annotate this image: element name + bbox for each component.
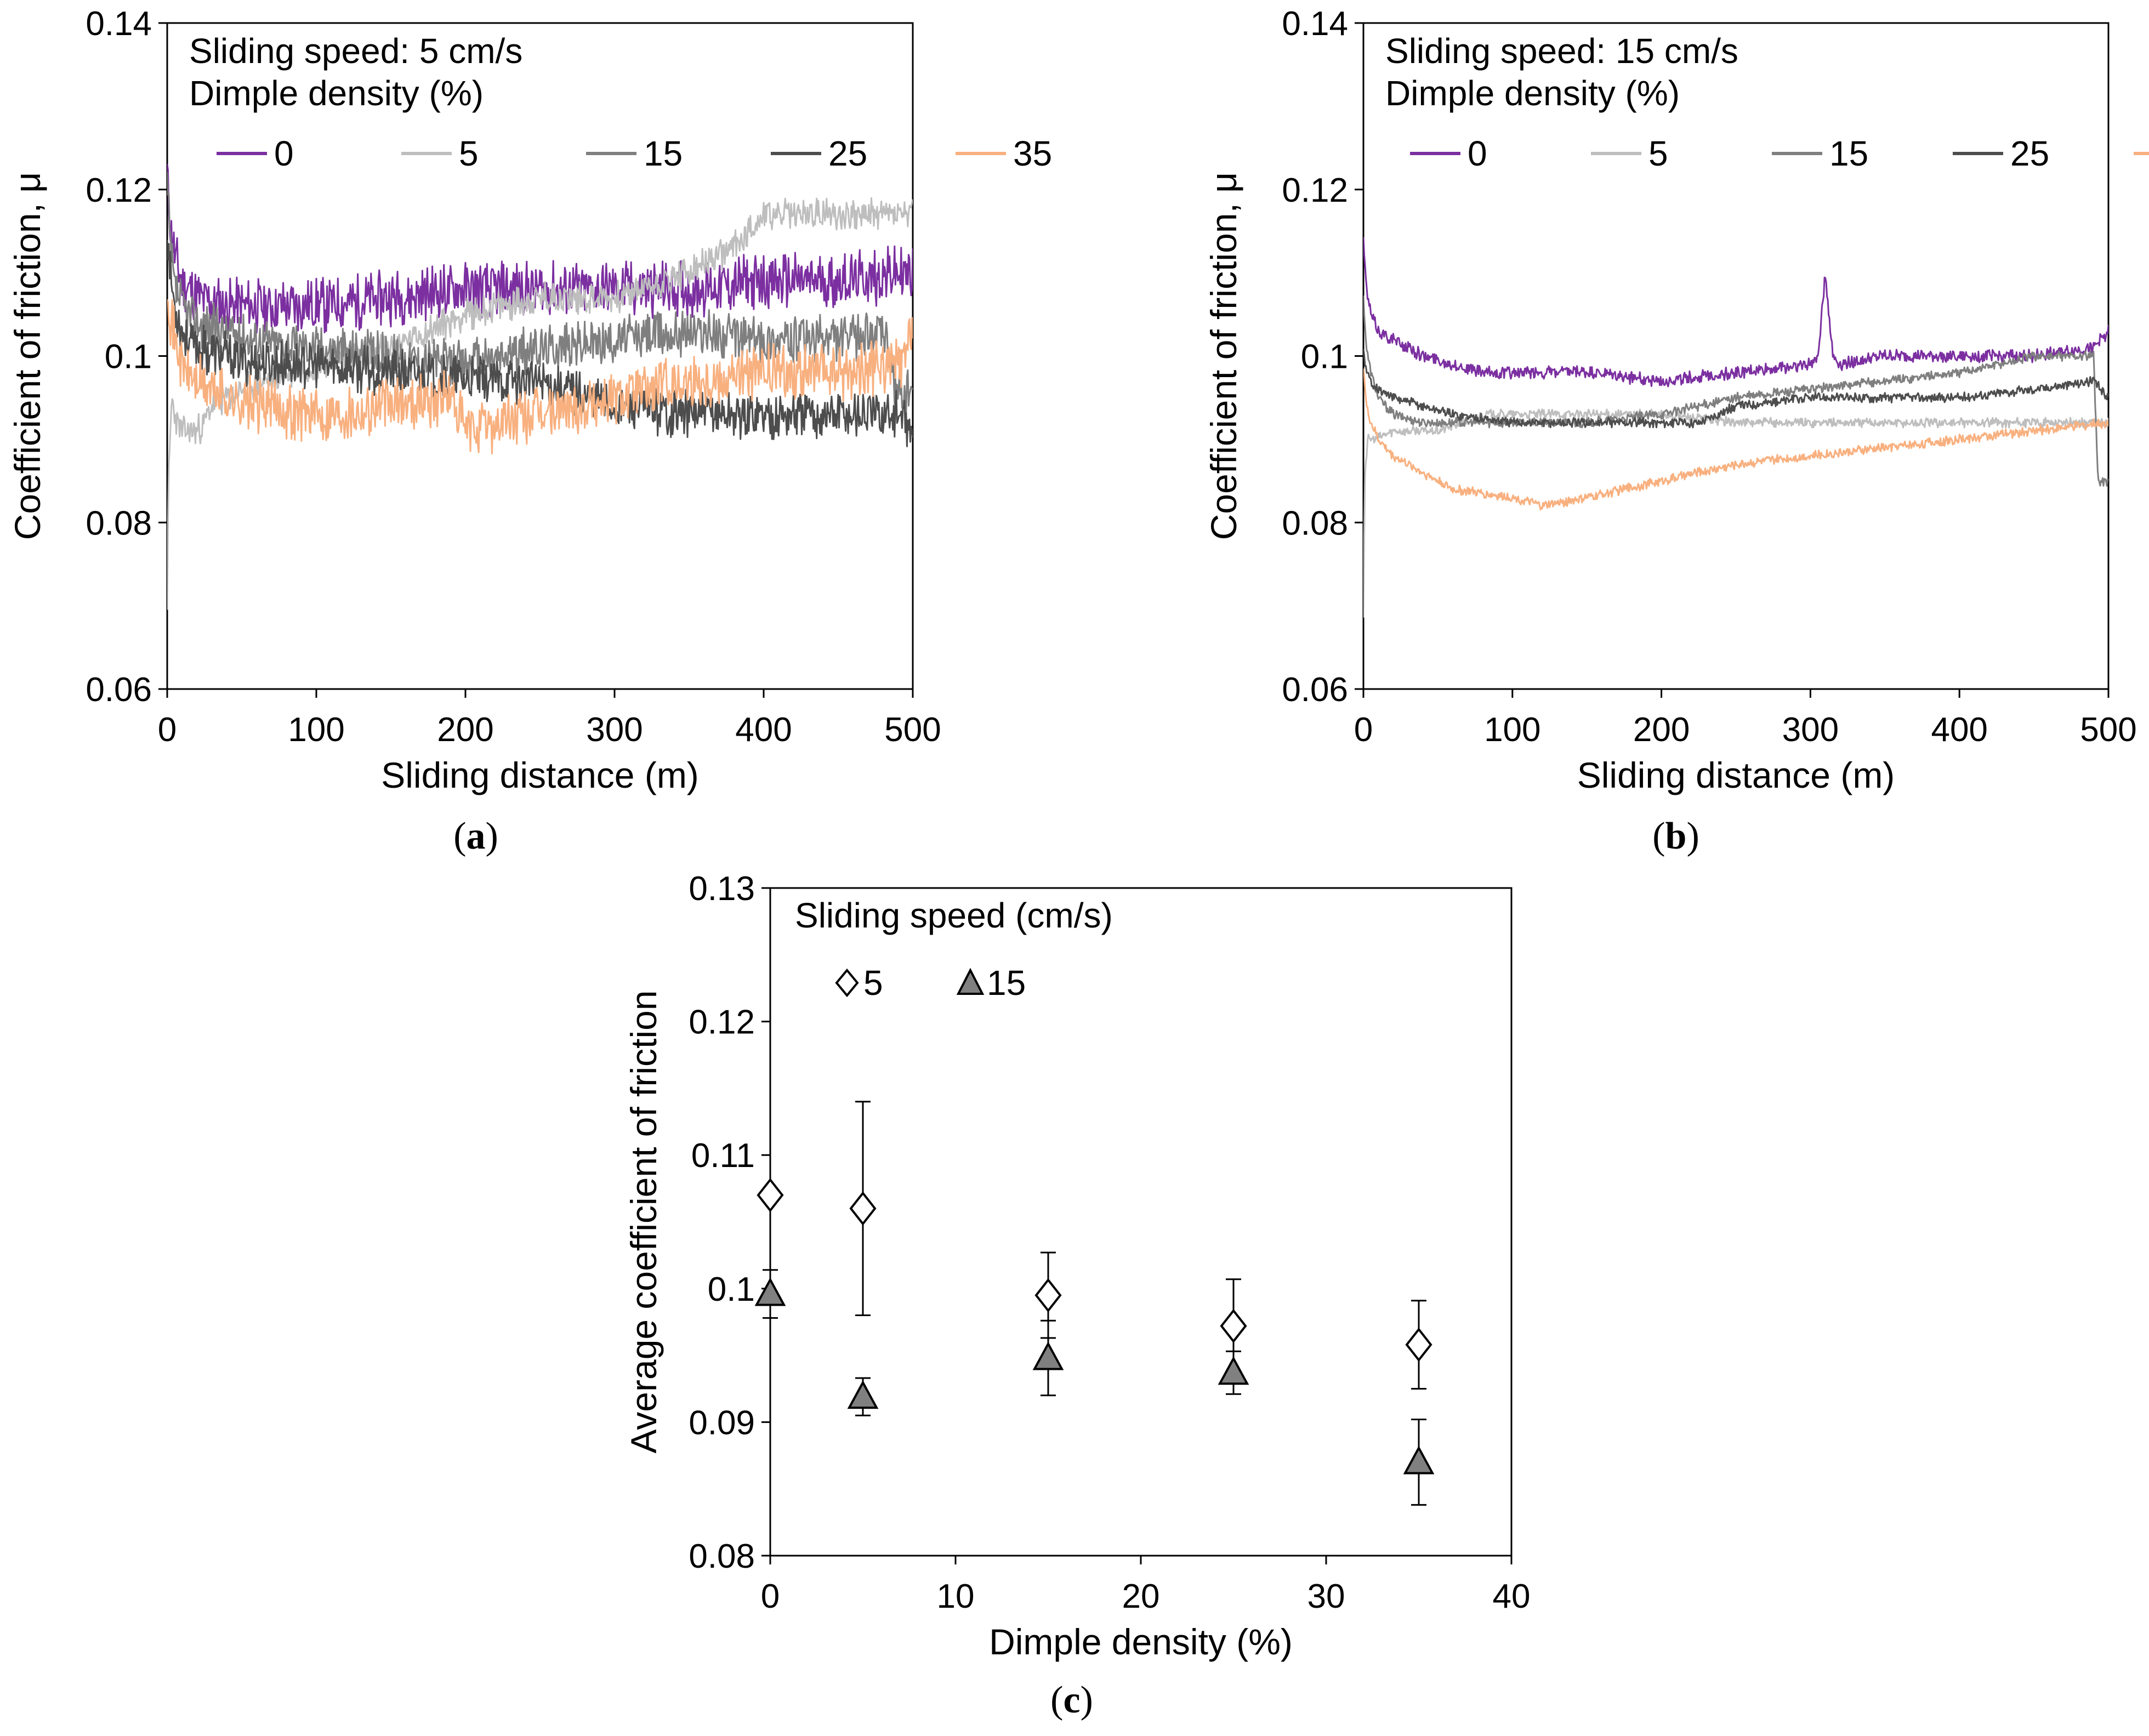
caption-letter: a xyxy=(467,815,486,857)
y-tick-label: 0.12 xyxy=(86,172,152,209)
legend-label-15: 15 xyxy=(644,134,683,173)
legend-label-15: 15 xyxy=(1829,134,1868,173)
x-tick-label: 30 xyxy=(1307,1578,1345,1615)
data-point-triangle xyxy=(1032,1341,1064,1370)
y-tick-label: 0.1 xyxy=(1301,338,1348,376)
series-line-5 xyxy=(167,197,913,610)
legend-label-0: 0 xyxy=(274,134,294,173)
series-line-25 xyxy=(167,240,913,447)
chart-b: 0.06 0.08 0.1 0.12 0.14 0 100 200 300 400 500 Slidi… xyxy=(1203,5,2149,857)
x-tick-label: 0 xyxy=(1354,711,1373,749)
x-tick-label: 300 xyxy=(1782,711,1839,749)
x-tick-label: 40 xyxy=(1493,1578,1531,1615)
y-tick-label: 0.14 xyxy=(1282,5,1348,43)
y-tick-label: 0.14 xyxy=(86,5,152,43)
series-line-35 xyxy=(167,299,913,455)
legend-marker-diamond xyxy=(835,968,859,998)
x-tick-label: 200 xyxy=(1633,711,1690,749)
x-tick-label: 500 xyxy=(2080,711,2136,749)
annotation-line: Sliding speed: 5 cm/s xyxy=(189,31,522,71)
x-axis-label: Dimple density (%) xyxy=(989,1621,1293,1662)
y-tick-label: 0.12 xyxy=(1282,172,1348,209)
y-tick-label: 0.09 xyxy=(689,1404,755,1442)
annotation-line: Sliding speed: 15 cm/s xyxy=(1385,31,1738,71)
data-point-triangle xyxy=(754,1277,786,1306)
panel-caption: (a) xyxy=(453,815,498,857)
x-tick-label: 100 xyxy=(1484,711,1540,749)
data-point-diamond xyxy=(1405,1327,1432,1362)
y-tick-label: 0.11 xyxy=(691,1137,755,1175)
legend-label-25: 25 xyxy=(828,134,867,173)
data-point-diamond xyxy=(757,1178,784,1213)
y-tick-label: 0.1 xyxy=(105,338,152,376)
y-tick-label: 0.08 xyxy=(689,1538,755,1575)
legend-label-5: 5 xyxy=(863,963,883,1003)
x-tick-label: 400 xyxy=(735,711,792,749)
legend-label-15: 15 xyxy=(987,963,1026,1003)
legend-label-0: 0 xyxy=(1468,134,1487,173)
x-tick-label: 20 xyxy=(1122,1578,1160,1615)
legend-label-5: 5 xyxy=(1648,134,1668,173)
y-tick-label: 0.13 xyxy=(689,870,755,908)
caption-letter: c xyxy=(1063,1679,1080,1721)
x-tick-label: 300 xyxy=(586,711,643,749)
annotation-line: Dimple density (%) xyxy=(1385,73,1680,113)
data-point-diamond xyxy=(849,1191,877,1226)
y-axis-label: Coefficient of friction, μ xyxy=(7,172,48,540)
series-line-35 xyxy=(1363,368,2108,511)
legend-label-25: 25 xyxy=(2010,134,2049,173)
y-tick-label: 0.1 xyxy=(708,1271,755,1308)
chart-c: 0.08 0.09 0.1 0.11 0.12 0.13 0 10 20 30 40 Dimple d… xyxy=(623,870,1530,1721)
annotation-line: Dimple density (%) xyxy=(189,73,484,113)
x-tick-label: 400 xyxy=(1931,711,1987,749)
y-tick-label: 0.06 xyxy=(1282,671,1348,709)
series-line-0 xyxy=(167,164,913,335)
data-point-diamond xyxy=(1034,1278,1062,1313)
y-tick-label: 0.08 xyxy=(1282,504,1348,542)
y-tick-label: 0.08 xyxy=(86,504,152,542)
x-tick-label: 10 xyxy=(937,1578,975,1615)
x-tick-label: 0 xyxy=(158,711,177,749)
legend-label-5: 5 xyxy=(459,134,479,173)
x-tick-label: 200 xyxy=(437,711,493,749)
series-line-25 xyxy=(1363,349,2108,429)
data-point-triangle xyxy=(1218,1356,1249,1385)
legend-label-35: 35 xyxy=(1013,134,1052,173)
x-tick-label: 100 xyxy=(288,711,344,749)
y-axis-label: Average coefficient of friction xyxy=(623,990,664,1453)
data-point-triangle xyxy=(847,1380,879,1409)
x-tick-label: 0 xyxy=(761,1578,780,1615)
annotation-line: Sliding speed (cm/s) xyxy=(795,896,1113,935)
y-tick-label: 0.12 xyxy=(689,1004,755,1041)
series-line-5 xyxy=(1363,408,2108,618)
y-axis-label: Coefficient of friction, μ xyxy=(1203,172,1244,540)
x-axis-label: Sliding distance (m) xyxy=(1577,755,1895,795)
series-line-0 xyxy=(1363,237,2108,388)
panel-caption: (c) xyxy=(1050,1679,1093,1721)
series-line-15 xyxy=(167,172,913,414)
data-point-triangle xyxy=(1403,1445,1435,1475)
y-tick-label: 0.06 xyxy=(86,671,152,709)
panel-caption: (b) xyxy=(1652,815,1699,857)
x-tick-label: 500 xyxy=(884,711,941,749)
legend-marker-triangle xyxy=(956,967,985,995)
caption-letter: b xyxy=(1665,815,1687,857)
data-point-diamond xyxy=(1220,1308,1247,1344)
chart-a: 0.06 0.08 0.1 0.12 0.14 0 100 200 300 400 500 Slidi… xyxy=(7,5,1052,857)
x-axis-label: Sliding distance (m) xyxy=(381,755,699,795)
